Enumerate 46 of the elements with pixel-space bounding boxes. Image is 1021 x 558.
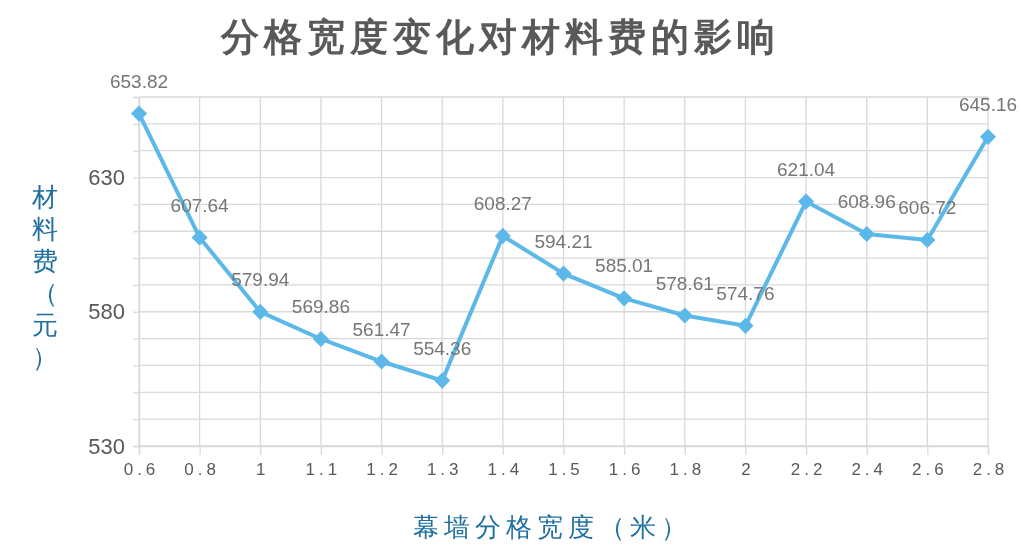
x-tick-label: 1.4 (487, 460, 524, 480)
x-tick-label: 0.6 (123, 460, 160, 480)
x-tick-label: 2.4 (851, 460, 888, 480)
x-tick-label: 1.3 (426, 460, 463, 480)
point (676, 307, 693, 324)
x-tick-label: 1.2 (366, 460, 402, 480)
x-axis-title: 幕墙分格宽度（米） (412, 512, 692, 542)
point (373, 353, 390, 370)
data-label: 569.86 (291, 295, 350, 317)
x-tick-label: 1.6 (608, 460, 645, 480)
x-tick-label: 0.8 (184, 460, 220, 480)
data-label: 594.21 (534, 230, 593, 252)
y-axis-title: 材料费（元） (31, 182, 58, 372)
x-tick-label: 2.8 (972, 460, 1009, 480)
data-label: 645.16 (958, 93, 1018, 115)
data-label: 653.82 (109, 70, 169, 92)
x-tick-label: 1.5 (548, 460, 584, 480)
data-label: 578.61 (655, 272, 714, 294)
point (798, 193, 815, 210)
point (494, 227, 511, 244)
x-tick-label: 1 (256, 460, 270, 480)
y-tick-label: 630 (88, 165, 125, 191)
point (434, 372, 451, 389)
y-tick-label: 530 (88, 433, 125, 459)
point (616, 290, 633, 307)
x-tick-label: 1.1 (305, 460, 342, 480)
data-label: 608.96 (837, 191, 896, 213)
point (191, 229, 208, 246)
chart-title: 分格宽度变化对材料费的影响 (219, 16, 780, 58)
data-label: 585.01 (595, 255, 654, 277)
point (737, 317, 754, 334)
x-tick-label: 2.2 (790, 460, 827, 480)
point (312, 330, 329, 348)
data-label: 621.04 (777, 158, 836, 180)
data-label: 608.27 (473, 192, 532, 214)
point (252, 303, 269, 320)
point (858, 225, 875, 243)
y-tick-label: 580 (88, 299, 125, 325)
point (979, 128, 997, 145)
x-tick-label: 2.6 (912, 460, 948, 480)
data-label: 561.47 (352, 318, 411, 340)
point (555, 265, 572, 282)
x-tick-label: 1.8 (669, 460, 706, 480)
point (130, 105, 148, 122)
x-tick-label: 2 (741, 460, 755, 480)
point (919, 231, 936, 249)
